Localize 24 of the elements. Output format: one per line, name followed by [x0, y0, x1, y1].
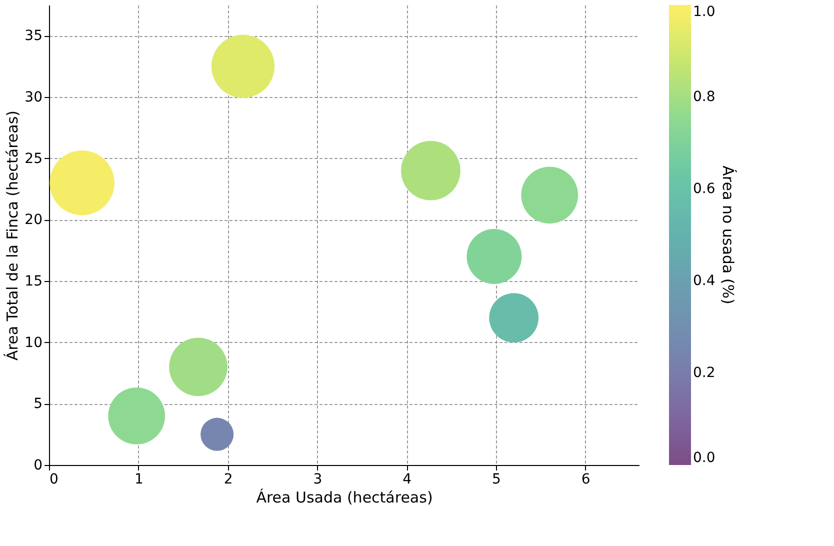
y-tick-label: 30	[24, 90, 42, 106]
y-tick-label: 25	[24, 150, 42, 167]
color-bar-title: Área no usada (%)	[719, 166, 737, 304]
color-bar-label: 1.0	[693, 4, 716, 20]
y-tick-label: 0	[34, 458, 42, 474]
x-tick-label: 4	[402, 472, 412, 488]
color-bar-label: 0.4	[693, 273, 716, 289]
color-bar-label: 0.6	[693, 181, 716, 197]
color-bar-label: 0.2	[693, 365, 716, 381]
y-tick-label: 35	[24, 28, 42, 44]
x-tick-label: 5	[492, 472, 501, 488]
color-bar-label: 0.0	[693, 450, 716, 466]
y-tick-label: 10	[24, 334, 42, 351]
y-tick-label: 15	[24, 274, 42, 290]
y-tick-label: 5	[34, 396, 42, 412]
x-tick-label: 0	[50, 472, 58, 488]
x-axis-title: Área Usada (hectáreas)	[256, 488, 433, 506]
x-tick-label: 6	[581, 472, 590, 488]
y-tick-label: 20	[24, 212, 42, 228]
x-tick-label: 1	[134, 472, 144, 488]
color-bar-label: 0.8	[693, 89, 716, 105]
x-tick-label: 2	[224, 472, 233, 488]
y-axis-title: Área Total de la Finca (hectáreas)	[4, 110, 22, 360]
x-tick-label: 3	[313, 472, 322, 488]
